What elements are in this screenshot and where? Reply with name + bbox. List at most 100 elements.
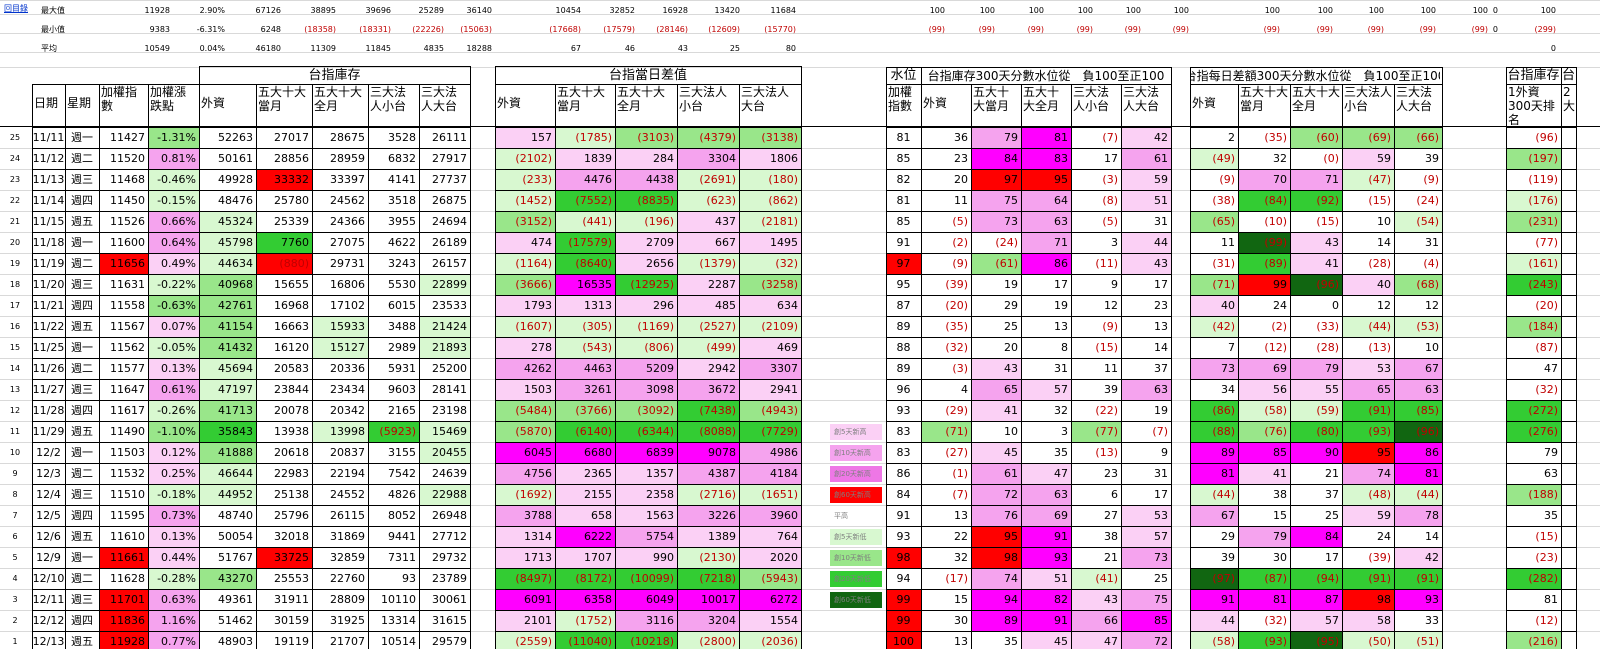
weekday-cell: 週四 bbox=[71, 194, 93, 207]
stock-cell: 25553 bbox=[274, 572, 309, 585]
stock300-cell: 38 bbox=[1104, 530, 1118, 543]
daily300-cell: (49) bbox=[1190, 148, 1238, 169]
stock300-cell: (61) bbox=[971, 253, 1021, 274]
grid-line bbox=[886, 421, 921, 422]
grid-line bbox=[921, 274, 1171, 275]
stat-value: 100 bbox=[1264, 6, 1280, 15]
grid-line bbox=[1190, 421, 1442, 422]
stat-value: 0 bbox=[1550, 44, 1556, 53]
grid-line bbox=[199, 379, 470, 380]
daily300-cell: (4) bbox=[1423, 257, 1439, 270]
stock-cell: 31925 bbox=[330, 614, 365, 627]
stock300-cell: 42 bbox=[1121, 127, 1171, 148]
daily300-cell: 91 bbox=[1190, 589, 1238, 610]
grid-line bbox=[1394, 84, 1395, 649]
stock-cell: 24694 bbox=[432, 215, 467, 228]
daily-cell: 4438 bbox=[615, 169, 677, 190]
stat-value: 11684 bbox=[770, 6, 796, 15]
stock-cell: 48476 bbox=[218, 194, 253, 207]
grid-line bbox=[1171, 67, 1172, 649]
stock-cell: 23789 bbox=[432, 572, 467, 585]
stat-value: 39696 bbox=[365, 6, 391, 15]
grid-line bbox=[0, 67, 1600, 68]
grid-line bbox=[971, 84, 972, 649]
date-cell: 12/13 bbox=[32, 635, 65, 648]
stat-value bbox=[1095, 42, 1143, 56]
rank-cell: (20) bbox=[1535, 299, 1558, 312]
legend-item: 創5天新低 bbox=[830, 529, 882, 545]
grid-line bbox=[495, 610, 801, 611]
daily-cell: (862) bbox=[739, 190, 801, 211]
rank-cell: 47 bbox=[1544, 362, 1558, 375]
rank-cell: (15) bbox=[1535, 530, 1558, 543]
daily-cell: 6272 bbox=[739, 589, 801, 610]
stock300-cell: 74 bbox=[971, 568, 1021, 589]
index-cell: 11510 bbox=[110, 488, 145, 501]
stat-value: 0 bbox=[1492, 25, 1498, 34]
grid-line bbox=[886, 379, 921, 380]
date-cell: 11/15 bbox=[32, 215, 65, 228]
stat-value: (99) bbox=[1172, 25, 1189, 34]
daily-cell: (6140) bbox=[555, 421, 615, 442]
stock300-cell: (35) bbox=[945, 320, 968, 333]
date-cell: 11/20 bbox=[32, 278, 65, 291]
grid-line bbox=[32, 127, 199, 128]
daily-cell: (4379) bbox=[677, 127, 739, 148]
stock300-cell: 13 bbox=[1154, 320, 1168, 333]
daily300-cell: (87) bbox=[1238, 568, 1290, 589]
stock300-cell: 3 bbox=[1061, 425, 1068, 438]
stock300-cell: 3 bbox=[1111, 236, 1118, 249]
stat-value: -6.31% bbox=[196, 25, 225, 34]
stock-cell: 16663 bbox=[274, 320, 309, 333]
grid-line bbox=[801, 66, 802, 649]
stock300-cell: (39) bbox=[945, 278, 968, 291]
grid-line bbox=[32, 610, 199, 611]
stock-cell: 20583 bbox=[274, 362, 309, 375]
toc-link[interactable]: 回目錄 bbox=[4, 4, 28, 13]
grid-line bbox=[199, 526, 470, 527]
grid-line bbox=[0, 33, 1600, 34]
daily-cell: (2527) bbox=[677, 316, 739, 337]
stock-cell: 51462 bbox=[218, 614, 253, 627]
stock-cell: 2989 bbox=[388, 341, 416, 354]
daily-cell: 296 bbox=[615, 295, 677, 316]
stat-value: 25 bbox=[729, 44, 740, 53]
daily300-cell: 2 bbox=[1228, 131, 1235, 144]
grid-line bbox=[199, 358, 470, 359]
stock-cell: 30159 bbox=[274, 614, 309, 627]
stock-cell: 27075 bbox=[330, 236, 365, 249]
grid-line bbox=[495, 484, 801, 485]
stock-cell: 31615 bbox=[432, 614, 467, 627]
header-stock300-inst_big: 三大法人大台 bbox=[1123, 85, 1160, 113]
stock-cell: 51767 bbox=[218, 551, 253, 564]
grid-line bbox=[495, 274, 801, 275]
grid-line bbox=[32, 211, 199, 212]
stock300-cell: 95 bbox=[971, 526, 1021, 547]
stock-cell: 28675 bbox=[330, 131, 365, 144]
stock300-cell: 85 bbox=[1121, 610, 1171, 631]
grid-line bbox=[1506, 274, 1576, 275]
stock300-cell: 72 bbox=[971, 484, 1021, 505]
daily-cell: 1314 bbox=[495, 526, 555, 547]
row-number: 9 bbox=[12, 468, 18, 478]
index-cell: 11595 bbox=[110, 509, 145, 522]
grid-line bbox=[495, 526, 801, 527]
stock300-cell: 93 bbox=[1021, 547, 1071, 568]
grid-line bbox=[32, 358, 199, 359]
level-index-cell: 93 bbox=[896, 530, 911, 543]
stock-cell: 20837 bbox=[330, 446, 365, 459]
daily300-cell: 79 bbox=[1290, 358, 1342, 379]
daily-cell: (1692) bbox=[495, 484, 555, 505]
stock-cell: 45324 bbox=[199, 211, 256, 232]
stock300-cell: 47 bbox=[1071, 631, 1121, 649]
header-daily300-foreign: 外資 bbox=[1192, 96, 1217, 110]
grid-line bbox=[1190, 379, 1442, 380]
stock-cell: 45798 bbox=[199, 232, 256, 253]
header-daily-top10_month: 五大十大當月 bbox=[557, 85, 606, 113]
stock300-cell: 43 bbox=[971, 358, 1021, 379]
daily300-cell: (93) bbox=[1342, 421, 1394, 442]
grid-line bbox=[199, 66, 200, 649]
grid-line bbox=[0, 0, 1600, 1]
index-cell: 11532 bbox=[110, 467, 145, 480]
row-number: 14 bbox=[9, 363, 21, 373]
